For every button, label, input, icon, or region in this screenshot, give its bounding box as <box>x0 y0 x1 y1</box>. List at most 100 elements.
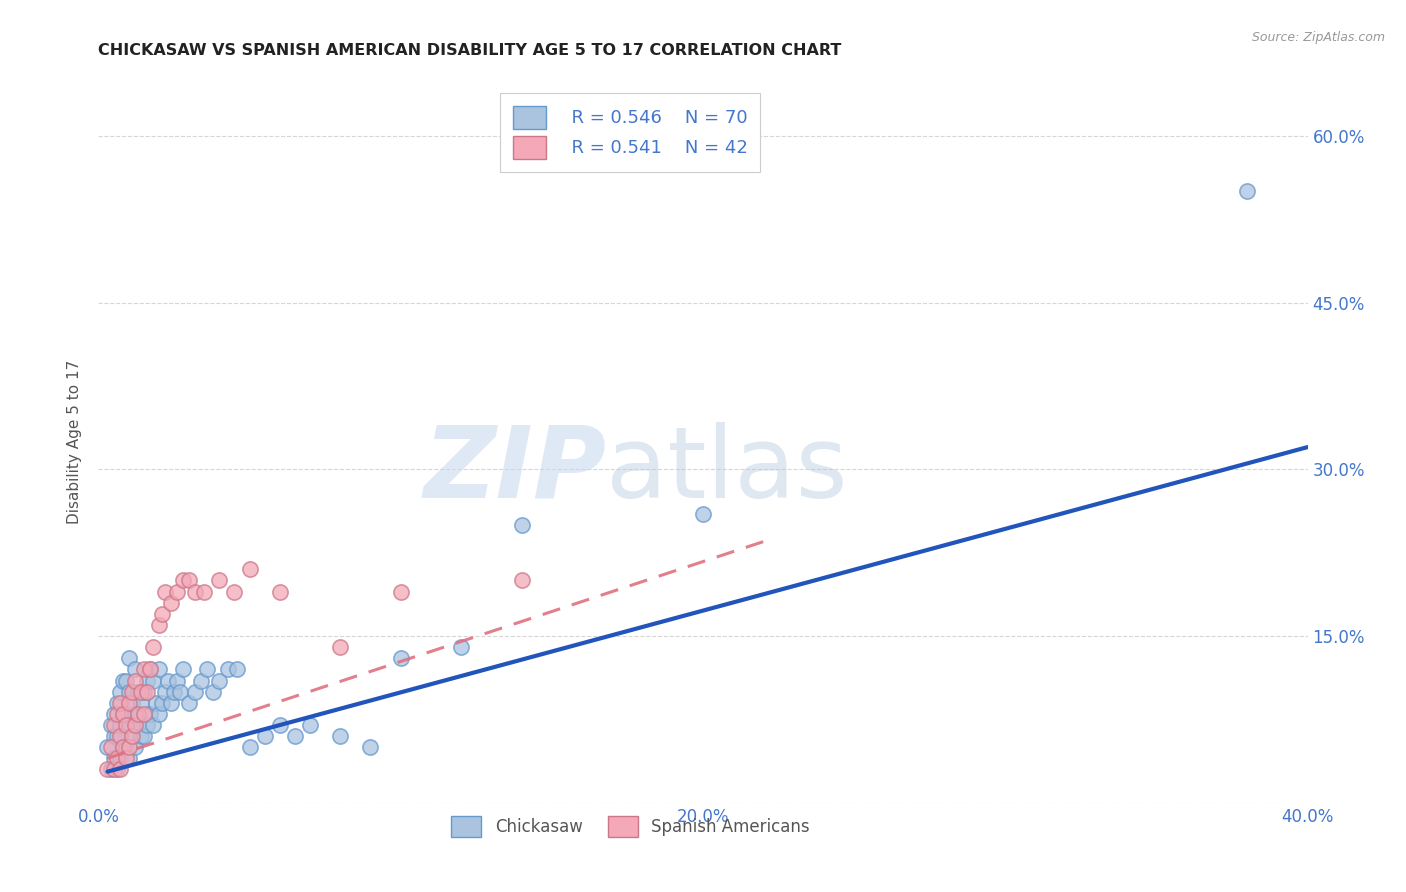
Point <box>96 740 118 755</box>
Point <box>195 662 218 676</box>
Point <box>121 684 143 698</box>
Point <box>103 706 125 721</box>
Point <box>114 718 136 732</box>
Text: ZIP: ZIP <box>423 422 606 519</box>
Point <box>114 740 136 755</box>
Point <box>132 729 155 743</box>
Point <box>150 607 173 621</box>
Point <box>132 662 155 676</box>
Point <box>100 763 122 777</box>
Point <box>360 740 382 755</box>
Point <box>103 763 125 777</box>
Point <box>269 718 291 732</box>
Point <box>124 673 146 688</box>
Point <box>103 751 125 765</box>
Text: CHICKASAW VS SPANISH AMERICAN DISABILITY AGE 5 TO 17 CORRELATION CHART: CHICKASAW VS SPANISH AMERICAN DISABILITY… <box>98 44 842 58</box>
Point <box>284 729 307 743</box>
Y-axis label: Disability Age 5 to 17: Disability Age 5 to 17 <box>67 359 83 524</box>
Point <box>114 706 136 721</box>
Point <box>160 696 183 710</box>
Point <box>135 673 157 688</box>
Point <box>124 740 146 755</box>
Point <box>329 640 352 655</box>
Text: atlas: atlas <box>606 422 848 519</box>
Point <box>142 718 165 732</box>
Point <box>148 618 170 632</box>
Point <box>105 763 128 777</box>
Point <box>100 718 122 732</box>
Point <box>1236 185 1258 199</box>
Point <box>153 684 176 698</box>
Point <box>226 662 249 676</box>
Point <box>127 684 149 698</box>
Point <box>208 673 231 688</box>
Point <box>135 684 157 698</box>
Point <box>118 740 141 755</box>
Point <box>111 706 134 721</box>
Point <box>389 651 412 665</box>
Point <box>389 584 412 599</box>
Point <box>124 706 146 721</box>
Point <box>190 673 212 688</box>
Point <box>124 662 146 676</box>
Point <box>124 718 146 732</box>
Point <box>105 706 128 721</box>
Point <box>142 673 165 688</box>
Point <box>142 640 165 655</box>
Point <box>108 696 131 710</box>
Point <box>450 640 472 655</box>
Point <box>148 706 170 721</box>
Point <box>139 706 162 721</box>
Point <box>208 574 231 588</box>
Point <box>118 696 141 710</box>
Point <box>166 584 188 599</box>
Point <box>108 729 131 743</box>
Point <box>105 696 128 710</box>
Point <box>184 684 207 698</box>
Point <box>111 740 134 755</box>
Point <box>108 763 131 777</box>
Point <box>121 729 143 743</box>
Point <box>118 651 141 665</box>
Point <box>692 507 714 521</box>
Point <box>127 706 149 721</box>
Point <box>129 696 152 710</box>
Point <box>160 596 183 610</box>
Point <box>103 718 125 732</box>
Point <box>96 763 118 777</box>
Point <box>239 562 262 576</box>
Point <box>179 574 201 588</box>
Point <box>193 584 215 599</box>
Point <box>329 729 352 743</box>
Point <box>217 662 239 676</box>
Point <box>253 729 276 743</box>
Point <box>150 696 173 710</box>
Point <box>103 729 125 743</box>
Point <box>224 584 246 599</box>
Point <box>269 584 291 599</box>
Point <box>153 584 176 599</box>
Point <box>127 718 149 732</box>
Point <box>121 696 143 710</box>
Point <box>172 574 194 588</box>
Point <box>184 584 207 599</box>
Point <box>111 740 134 755</box>
Point <box>239 740 262 755</box>
Point <box>105 729 128 743</box>
Point <box>156 673 179 688</box>
Point <box>166 673 188 688</box>
Point <box>145 696 167 710</box>
Point <box>299 718 322 732</box>
Point <box>111 673 134 688</box>
Point <box>108 751 131 765</box>
Point <box>139 662 162 676</box>
Point <box>179 696 201 710</box>
Point <box>105 751 128 765</box>
Point <box>510 517 533 532</box>
Point <box>100 740 122 755</box>
Point <box>118 684 141 698</box>
Point <box>129 729 152 743</box>
Text: Source: ZipAtlas.com: Source: ZipAtlas.com <box>1251 31 1385 45</box>
Legend: Chickasaw, Spanish Americans: Chickasaw, Spanish Americans <box>440 804 821 848</box>
Point <box>132 706 155 721</box>
